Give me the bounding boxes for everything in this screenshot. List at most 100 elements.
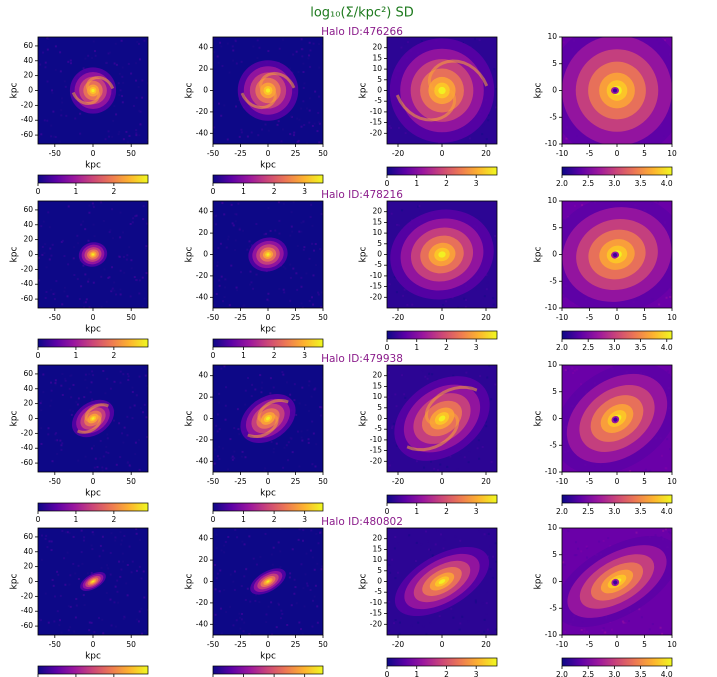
x-axis-label: kpc xyxy=(260,161,276,171)
y-tick-label: 5 xyxy=(377,566,382,575)
x-tick-label: 0 xyxy=(91,313,96,322)
y-axis-label: kpc xyxy=(185,411,195,427)
y-tick-label: -15 xyxy=(370,118,382,127)
y-tick-label: -10 xyxy=(370,107,382,116)
map-panel: -10 -5 0 5 10 10 5 0 -5 -10 kpc 2.0 2.5 3.0 3.5 4.0 xyxy=(534,523,677,677)
y-tick-label: 0 xyxy=(552,250,557,259)
x-tick-label: 20 xyxy=(481,313,491,322)
y-tick-label: -5 xyxy=(375,587,383,596)
colorbar-tick-label: 1 xyxy=(241,187,246,196)
colorbar-tick-label: 3 xyxy=(474,670,479,677)
x-tick-label: 50 xyxy=(318,313,328,322)
colorbar-tick-label: 1 xyxy=(74,515,79,524)
x-axis-label: kpc xyxy=(260,489,276,499)
colorbar-tick-label: 3.0 xyxy=(608,179,620,188)
x-tick-label: 50 xyxy=(126,149,136,158)
map-panel: -10 -5 0 5 10 10 5 0 -5 -10 kpc 2.0 2.5 3.0 3.5 4.0 xyxy=(534,32,677,188)
y-tick-label: 15 xyxy=(372,53,382,62)
x-tick-label: -50 xyxy=(49,477,61,486)
map-panel: -50 -25 0 25 50 40 20 0 -20 -40 kpc kpc 0 1 2 3 xyxy=(185,364,328,524)
density-image xyxy=(213,37,323,144)
halo-title: Halo ID:476266 xyxy=(321,26,403,38)
colorbar-tick-label: 1 xyxy=(74,187,79,196)
colorbar: 0 1 2 3 xyxy=(385,330,498,352)
figure-title: log₁₀(Σ/kpc²) SD xyxy=(310,6,414,21)
figure-rows: Halo ID:476266-50 0 506040200-20-40-60kpck… xyxy=(10,26,677,677)
y-tick-label: -40 xyxy=(21,115,33,124)
halo-title: Halo ID:480802 xyxy=(321,516,403,528)
y-axis-label: kpc xyxy=(10,83,20,99)
colorbar-tick-label: 2 xyxy=(111,515,116,524)
y-tick-label: -10 xyxy=(370,598,382,607)
x-axis-label: kpc xyxy=(260,325,276,335)
y-tick-label: -60 xyxy=(21,294,33,303)
colorbar-tick-label: 2.5 xyxy=(582,507,594,516)
y-tick-label: 20 xyxy=(372,534,382,543)
x-tick-label: 5 xyxy=(642,149,647,158)
halo-title: Halo ID:479938 xyxy=(321,353,403,365)
y-tick-label: 5 xyxy=(552,59,557,68)
y-tick-label: 10 xyxy=(547,32,557,41)
colorbar: 0 1 2 3 xyxy=(211,174,324,196)
density-image xyxy=(38,528,148,635)
y-tick-label: 0 xyxy=(28,250,33,259)
colorbar: 0 1 2 xyxy=(36,174,149,196)
density-image xyxy=(562,201,672,308)
y-tick-label: 10 xyxy=(547,523,557,532)
x-tick-label: -50 xyxy=(49,640,61,649)
x-tick-label: 0 xyxy=(266,477,271,486)
x-tick-label: -10 xyxy=(556,313,568,322)
colorbar-tick-label: 2 xyxy=(111,187,116,196)
x-tick-label: 10 xyxy=(667,149,677,158)
colorbar-tick-label: 0 xyxy=(36,351,41,360)
y-tick-label: -5 xyxy=(550,276,558,285)
y-tick-label: -40 xyxy=(21,443,33,452)
y-tick-label: 40 xyxy=(23,220,33,229)
x-tick-label: -25 xyxy=(234,313,246,322)
x-tick-label: 10 xyxy=(667,477,677,486)
y-tick-label: -5 xyxy=(550,112,558,121)
density-image xyxy=(38,201,148,308)
y-tick-label: 20 xyxy=(372,207,382,216)
y-axis-label: kpc xyxy=(185,247,195,263)
density-image xyxy=(387,365,497,472)
x-tick-label: -25 xyxy=(234,477,246,486)
colorbar-tick-label: 2.0 xyxy=(556,343,568,352)
x-axis-label: kpc xyxy=(85,325,101,335)
y-tick-label: 10 xyxy=(547,360,557,369)
colorbar-tick-label: 3.5 xyxy=(635,343,647,352)
colorbar-tick-label: 1 xyxy=(241,515,246,524)
x-tick-label: 0 xyxy=(440,477,445,486)
x-tick-label: -20 xyxy=(392,149,404,158)
colorbar-tick-label: 3 xyxy=(302,351,307,360)
x-tick-label: 5 xyxy=(642,313,647,322)
colorbar-tick-label: 2 xyxy=(444,343,449,352)
y-tick-label: 20 xyxy=(198,64,208,73)
y-tick-label: 10 xyxy=(372,555,382,564)
x-tick-label: 0 xyxy=(91,640,96,649)
colorbar-tick-label: 1 xyxy=(414,507,419,516)
y-tick-label: -5 xyxy=(375,96,383,105)
y-tick-label: 20 xyxy=(372,371,382,380)
density-image xyxy=(387,37,497,144)
y-axis-label: kpc xyxy=(534,247,544,263)
x-tick-label: 0 xyxy=(440,149,445,158)
y-tick-label: 40 xyxy=(198,207,208,216)
x-tick-label: 50 xyxy=(318,477,328,486)
x-tick-label: -5 xyxy=(586,313,594,322)
y-tick-label: 0 xyxy=(552,577,557,586)
colorbar-tick-label: 2.5 xyxy=(582,670,594,677)
y-tick-label: 40 xyxy=(23,56,33,65)
colorbar-tick-label: 3 xyxy=(302,515,307,524)
y-axis-label: kpc xyxy=(359,411,369,427)
colorbar-tick-label: 0 xyxy=(211,515,216,524)
y-tick-label: -20 xyxy=(196,435,208,444)
y-tick-label: -20 xyxy=(370,456,382,465)
y-tick-label: -20 xyxy=(370,292,382,301)
x-axis-label: kpc xyxy=(85,161,101,171)
y-axis-label: kpc xyxy=(185,574,195,590)
x-tick-label: -50 xyxy=(49,313,61,322)
colorbar-tick-label: 2.5 xyxy=(582,343,594,352)
colorbar: 0 1 2 3 xyxy=(211,338,324,360)
